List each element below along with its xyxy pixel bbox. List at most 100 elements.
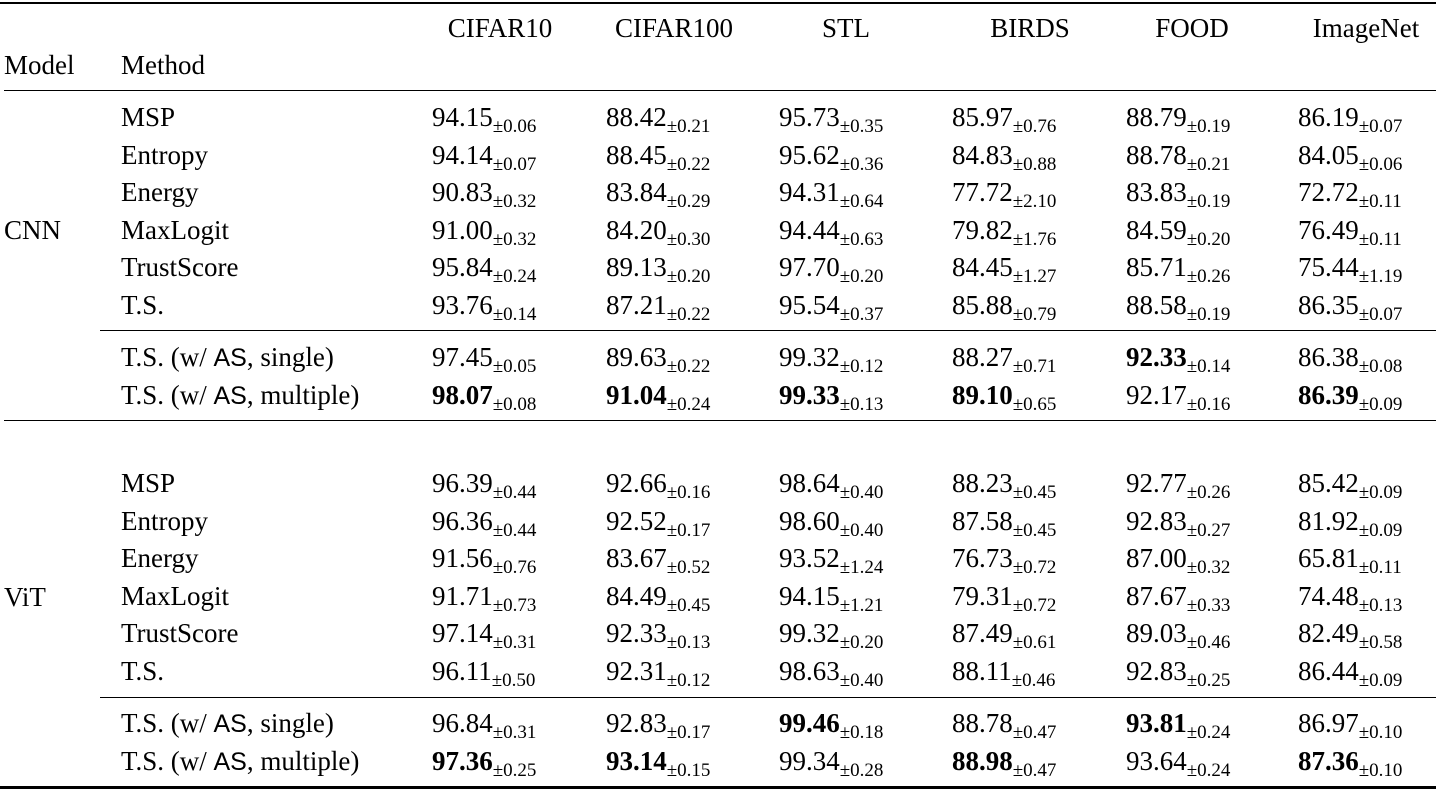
method-prefix: T.S. (w/ (121, 342, 214, 372)
cell-std: ±1.19 (1358, 266, 1403, 287)
method-label: MaxLogit (121, 580, 229, 611)
cell-std: ±0.47 (1012, 722, 1057, 743)
table-cell: 98.64±0.40 (779, 468, 883, 503)
method-label: T.S. (w/ AS, multiple) (121, 746, 359, 777)
cell-std: ±0.21 (666, 116, 711, 137)
table-cell: 83.84±0.29 (606, 177, 710, 212)
header-dataset-food: FOOD (1155, 13, 1229, 43)
table-cell: 79.31±0.72 (952, 580, 1056, 616)
cell-value: 91.04 (606, 379, 667, 410)
table-cell: 90.83±0.32 (432, 177, 536, 212)
cell-value: 87.58 (952, 505, 1013, 536)
table-cell: 84.20±0.30 (606, 214, 710, 250)
cell-value: 81.92 (1298, 505, 1359, 536)
header-dataset-stl: STL (821, 13, 870, 43)
table-cell: 77.72±2.10 (952, 177, 1056, 212)
table-cell: 76.49±0.11 (1298, 215, 1402, 250)
method-as: AS (213, 344, 247, 372)
cell-value: 99.46 (779, 708, 840, 738)
cnn-ours-rule (100, 330, 1436, 331)
table-cell: 96.11±0.50 (432, 656, 535, 691)
cell-value: 87.67 (1126, 580, 1187, 611)
table-cell: 99.34±0.28 (779, 746, 883, 781)
cell-value: 84.59 (1126, 214, 1187, 245)
cell-std: ±0.32 (1186, 557, 1231, 578)
method-label: T.S. (121, 655, 165, 686)
table-cell: 96.36±0.44 (432, 506, 536, 541)
cell-std: ±0.40 (839, 519, 884, 541)
cell-value: 88.79 (1126, 102, 1187, 132)
cell-std: ±0.08 (492, 393, 537, 415)
table-cell: 88.79±0.19 (1126, 102, 1230, 137)
cell-value: 98.60 (779, 505, 840, 536)
table-cell: 88.23±0.45 (952, 468, 1057, 503)
cell-value: 96.39 (432, 468, 493, 498)
cell-std: ±0.17 (666, 722, 711, 743)
table-cell: 99.46±0.18 (779, 708, 883, 743)
cell-std: ±0.88 (1012, 153, 1057, 175)
method-label: MSP (121, 102, 176, 132)
cell-value: 88.45 (606, 139, 667, 170)
cell-value: 84.49 (606, 580, 667, 611)
cell-std: ±0.36 (839, 153, 884, 175)
table-cell: 84.49±0.45 (606, 580, 710, 616)
header-dataset-cifar10: CIFAR10 (447, 13, 553, 43)
cell-std: ±0.19 (1186, 191, 1231, 212)
table-cell: 86.97±0.10 (1298, 708, 1402, 743)
cell-std: ±0.10 (1358, 759, 1403, 781)
table-cell: 84.83±0.88 (952, 140, 1057, 175)
cell-std: ±0.61 (1012, 632, 1057, 653)
table-cell: 92.33±0.14 (1126, 342, 1230, 377)
cell-std: ±0.71 (1012, 356, 1057, 377)
cell-value: 98.07 (432, 379, 493, 410)
cell-std: ±0.09 (1358, 519, 1403, 541)
cell-value: 84.05 (1298, 139, 1359, 170)
table-cell: 92.77±0.26 (1126, 468, 1230, 503)
cell-std: ±0.26 (1186, 266, 1231, 287)
cell-std: ±0.45 (1012, 482, 1057, 503)
cell-std: ±0.11 (1358, 557, 1402, 578)
cell-value: 93.64 (1126, 745, 1187, 776)
cell-std: ±0.20 (1186, 228, 1231, 250)
cell-std: ±0.11 (1358, 191, 1402, 212)
cell-std: ±0.45 (1012, 519, 1057, 541)
table-cell: 89.63±0.22 (606, 342, 710, 377)
header-dataset-birds: BIRDS (990, 13, 1070, 43)
table-cell: 91.56±0.76 (432, 543, 536, 578)
table-cell: 83.67±0.52 (606, 543, 710, 578)
cell-value: 87.49 (952, 618, 1013, 648)
cell-std: ±0.09 (1358, 393, 1403, 415)
table-cell: 95.54±0.37 (779, 289, 883, 325)
table-cell: 93.81±0.24 (1126, 708, 1230, 743)
cell-value: 87.00 (1126, 543, 1187, 573)
cell-std: ±0.63 (839, 228, 884, 250)
table-cell: 87.49±0.61 (952, 618, 1057, 653)
table-cell: 92.83±0.27 (1126, 506, 1230, 541)
header-model-label: Model (4, 50, 75, 80)
cell-value: 86.97 (1298, 708, 1359, 738)
cell-value: 85.97 (952, 102, 1013, 132)
cell-std: ±0.25 (1186, 669, 1231, 691)
cell-std: ±0.40 (839, 669, 884, 691)
table-cell: 86.44±0.09 (1298, 656, 1403, 691)
method-as: AS (213, 710, 247, 738)
cell-value: 79.31 (952, 580, 1013, 611)
table-cell: 92.17±0.16 (1126, 380, 1230, 415)
cell-std: ±0.17 (666, 519, 711, 541)
cell-std: ±0.46 (1186, 632, 1231, 653)
table-cell: 86.35±0.07 (1298, 290, 1402, 325)
table-cell: 85.71±0.26 (1126, 252, 1231, 287)
cell-value: 84.20 (606, 214, 667, 245)
table-cell: 65.81±0.11 (1298, 543, 1402, 578)
cell-value: 95.54 (779, 289, 840, 320)
cell-std: ±0.22 (666, 303, 711, 325)
table-cell: 93.64±0.24 (1126, 745, 1230, 781)
cell-std: ±0.11 (1358, 228, 1402, 250)
cell-value: 89.63 (606, 342, 667, 372)
method-label: TrustScore (121, 618, 239, 648)
method-prefix: T.S. (w/ (121, 745, 214, 776)
cell-std: ±0.09 (1358, 669, 1403, 691)
table-cell: 92.83±0.17 (606, 708, 711, 743)
cell-std: ±0.47 (1012, 759, 1057, 781)
table-cell: 84.59±0.20 (1126, 214, 1231, 250)
